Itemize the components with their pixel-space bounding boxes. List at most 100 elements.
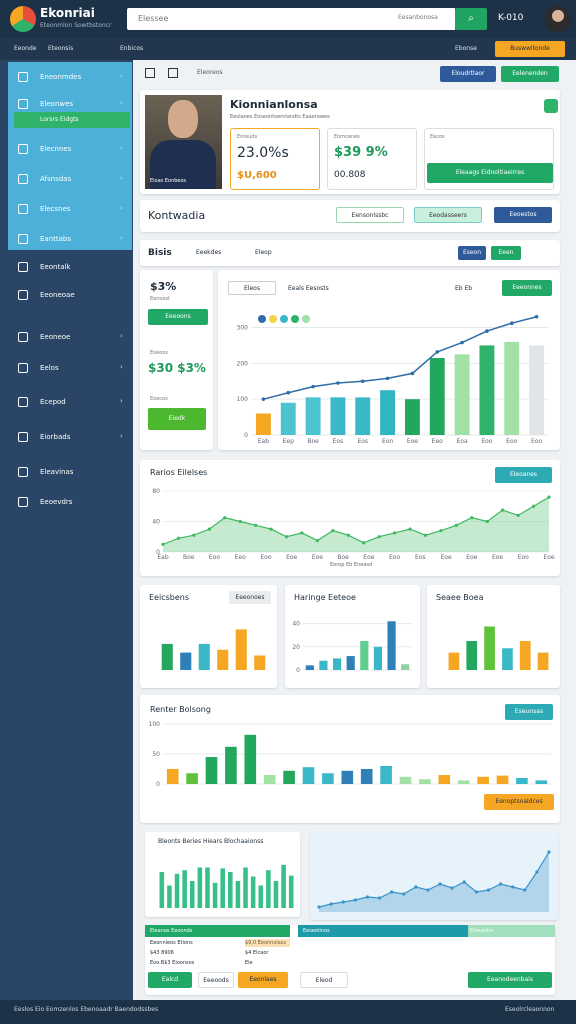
point bbox=[176, 536, 181, 540]
chart-title: Seaee Boea bbox=[436, 593, 484, 602]
y-tick-label: 40 bbox=[292, 621, 300, 628]
stat-sub: 00.808 bbox=[334, 170, 366, 180]
cta-button[interactable]: Buswwitonde bbox=[495, 41, 565, 57]
point bbox=[362, 541, 366, 545]
nav-item[interactable]: Enbicos bbox=[120, 45, 144, 52]
sidebar-item[interactable]: Eleavinas bbox=[40, 468, 74, 476]
tab-button[interactable]: Eeen bbox=[491, 246, 521, 260]
sidebar-subitem[interactable] bbox=[14, 112, 130, 128]
sidebar-item[interactable]: Elecsnes bbox=[40, 205, 71, 213]
sidebar-icon bbox=[18, 144, 28, 154]
bar bbox=[283, 770, 295, 784]
summary-sub: Eenoost bbox=[150, 296, 171, 302]
table-button[interactable]: Eleod bbox=[300, 972, 348, 988]
chart-title: Rarios Eilelses bbox=[150, 468, 208, 477]
y-tick-label: 50 bbox=[152, 751, 160, 758]
bar bbox=[228, 872, 233, 908]
table-button[interactable]: Eeeoods bbox=[198, 972, 234, 988]
dropdown[interactable]: Eleos bbox=[228, 281, 276, 295]
table-header-label: Eleanas Eeoonds bbox=[150, 928, 193, 934]
section-button[interactable]: Eensonlssbc bbox=[336, 207, 404, 223]
bar bbox=[302, 767, 315, 784]
bar bbox=[266, 870, 271, 908]
section-title: Kontwadia bbox=[148, 209, 206, 222]
point bbox=[450, 886, 454, 890]
point bbox=[501, 508, 505, 512]
x-tick-label: Eoo bbox=[481, 438, 492, 445]
y-tick-label: 100 bbox=[237, 396, 249, 403]
y-tick-label: 0 bbox=[296, 667, 300, 674]
bar bbox=[477, 776, 489, 784]
sidebar-item[interactable]: Ecepod bbox=[40, 398, 66, 406]
line-point bbox=[286, 390, 291, 395]
chart-button[interactable]: Eseunsas bbox=[505, 704, 553, 720]
chart-button[interactable]: Eeeonnes bbox=[502, 280, 552, 296]
bar bbox=[217, 649, 229, 670]
point bbox=[454, 523, 458, 527]
stat-card bbox=[424, 128, 554, 190]
nav-link[interactable]: Ebonse bbox=[455, 45, 477, 52]
bar bbox=[448, 652, 460, 670]
sidebar-item[interactable]: Elecnnes bbox=[40, 145, 72, 153]
summary-button[interactable]: Eeeoons bbox=[148, 309, 208, 325]
point bbox=[438, 882, 442, 886]
x-tick-label: Eep bbox=[283, 438, 294, 445]
table-button[interactable]: Eeonlaes bbox=[238, 972, 288, 988]
sidebar-item[interactable]: Eeoneoae bbox=[40, 291, 75, 299]
sidebar-subitem-label[interactable]: Lorsrs Eidgts bbox=[40, 116, 79, 123]
line-point bbox=[485, 329, 489, 333]
legend-dot bbox=[291, 315, 299, 323]
nav-item[interactable]: Eteonsis bbox=[48, 45, 74, 52]
x-tick-label: Eoe bbox=[492, 554, 503, 561]
sidebar-item[interactable]: Eeontalk bbox=[40, 263, 71, 271]
bar bbox=[254, 655, 266, 670]
point bbox=[414, 885, 418, 889]
table-cell: Eoo.B$3 Eioonsos bbox=[150, 960, 195, 966]
sidebar-item[interactable]: Eanttabs bbox=[40, 235, 72, 243]
point bbox=[531, 504, 536, 508]
search-box[interactable] bbox=[127, 8, 455, 30]
bar bbox=[535, 780, 548, 784]
tab[interactable]: Eleop bbox=[255, 249, 272, 256]
chart-button[interactable]: Eenoptsoaldces bbox=[484, 794, 554, 810]
sidebar-item[interactable]: Eneonmdes bbox=[40, 73, 82, 81]
bar bbox=[404, 399, 420, 435]
search-button[interactable]: ⌕ bbox=[455, 8, 487, 30]
toolbar-button[interactable]: Eloudrtlaor bbox=[440, 66, 496, 82]
avatar[interactable] bbox=[545, 6, 571, 32]
card bbox=[285, 585, 420, 688]
point bbox=[402, 892, 406, 896]
chart-button[interactable]: Eeeonoes bbox=[229, 591, 271, 604]
bar bbox=[244, 734, 257, 784]
sidebar-item[interactable]: Eleonwes bbox=[40, 100, 74, 108]
chevron: › bbox=[120, 432, 123, 440]
point bbox=[346, 533, 350, 537]
section-button[interactable]: Eeoestos bbox=[494, 207, 552, 223]
y-tick-label: 0 bbox=[156, 781, 160, 788]
sidebar-item[interactable]: Eiorbads bbox=[40, 433, 71, 441]
section-button[interactable]: Eeodasseers bbox=[414, 207, 482, 223]
y-tick-label: 20 bbox=[292, 644, 300, 651]
stat-button[interactable]: Eleaags Eidnoltiaeirres bbox=[427, 163, 553, 183]
bar bbox=[186, 773, 198, 784]
tab[interactable]: Eeekdes bbox=[196, 249, 222, 256]
toolbar-button[interactable]: Eelenenden bbox=[501, 66, 559, 82]
sidebar-item[interactable]: Eeoneoe bbox=[40, 333, 71, 341]
tab-button[interactable]: Eseon bbox=[458, 246, 486, 260]
bar bbox=[516, 778, 528, 784]
x-tick-label: Boe bbox=[183, 554, 195, 561]
sidebar-item[interactable]: Eelos bbox=[40, 364, 59, 372]
nav-item[interactable]: Eeonde bbox=[14, 45, 37, 52]
table-button[interactable]: Eeanodeenbais bbox=[468, 972, 552, 988]
x-tick-label: Eab bbox=[157, 554, 168, 561]
chart-button[interactable]: Eleoanes bbox=[495, 467, 552, 483]
chart-icons: Eb Eb bbox=[455, 285, 473, 292]
chevron: › bbox=[120, 234, 123, 242]
bar bbox=[319, 660, 328, 670]
sidebar-item[interactable]: Afsnsdas bbox=[40, 175, 72, 183]
summary-button[interactable]: Eiedk bbox=[148, 408, 206, 430]
point bbox=[535, 870, 539, 874]
bar bbox=[225, 746, 237, 784]
table-button[interactable]: Ealcd bbox=[148, 972, 192, 988]
sidebar-item[interactable]: Eeoevdrs bbox=[40, 498, 73, 506]
